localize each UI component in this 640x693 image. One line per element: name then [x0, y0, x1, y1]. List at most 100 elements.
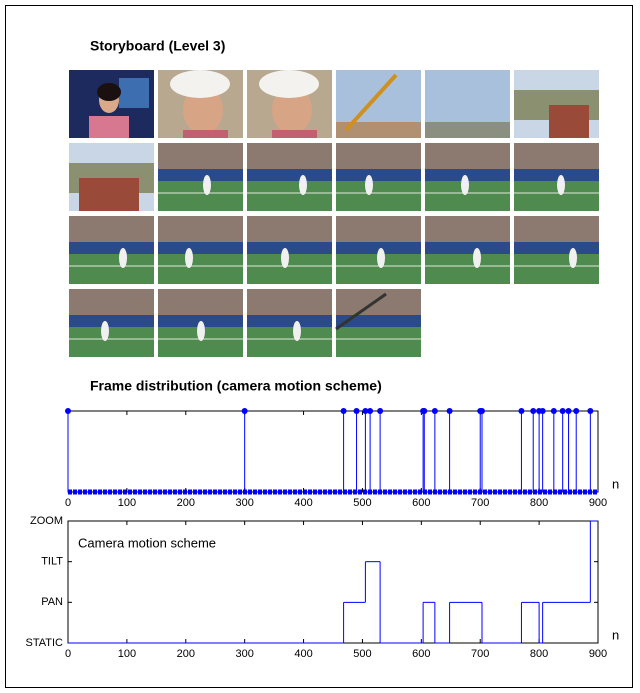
- stem-head: [518, 408, 524, 414]
- banner: [336, 169, 421, 181]
- thumbnail: [425, 216, 510, 284]
- thumbnail: [247, 143, 332, 211]
- chart-title: Frame distribution (camera motion scheme…: [90, 378, 382, 394]
- stem-head: [573, 408, 579, 414]
- crowd: [336, 143, 421, 169]
- stem-head: [479, 408, 485, 414]
- player: [377, 248, 385, 268]
- court: [69, 254, 154, 284]
- stem-head: [560, 408, 566, 414]
- thumbnail: [158, 289, 243, 357]
- thumbnail: [69, 216, 154, 284]
- player: [293, 321, 301, 341]
- player: [299, 175, 307, 195]
- crowd: [158, 143, 243, 169]
- x-tick-label: 800: [530, 648, 548, 660]
- x-tick-label: 600: [412, 648, 430, 660]
- thumbnail: [158, 143, 243, 211]
- stem-head: [540, 408, 546, 414]
- thumbnail: [336, 143, 421, 211]
- y-tick-label: PAN: [41, 596, 63, 608]
- crowd: [336, 216, 421, 242]
- x-tick-label: 600: [412, 497, 430, 509]
- stem-head: [447, 408, 453, 414]
- x-tick-label: 700: [471, 648, 489, 660]
- crowd: [425, 216, 510, 242]
- court: [336, 181, 421, 211]
- court: [158, 254, 243, 284]
- banner: [158, 169, 243, 181]
- thumbnail: [514, 143, 599, 211]
- x-tick-label: 100: [118, 497, 136, 509]
- stem-head: [432, 408, 438, 414]
- court: [247, 181, 332, 211]
- stem-head: [551, 408, 557, 414]
- thumbnail: [247, 289, 332, 357]
- crowd: [247, 289, 332, 315]
- hair: [97, 83, 121, 101]
- x-tick-label: 200: [177, 497, 195, 509]
- banner: [425, 242, 510, 254]
- crowd: [425, 143, 510, 169]
- crowd: [247, 216, 332, 242]
- x-tick-label: 800: [530, 497, 548, 509]
- thumbnail: [336, 289, 421, 357]
- thumbnail: [69, 70, 154, 138]
- crowd: [158, 289, 243, 315]
- x-tick-label: 400: [294, 648, 312, 660]
- player: [461, 175, 469, 195]
- y-tick-label: ZOOM: [30, 515, 63, 527]
- x-tick-label: 200: [177, 648, 195, 660]
- player: [185, 248, 193, 268]
- x-tick-label: 700: [471, 497, 489, 509]
- banner: [247, 242, 332, 254]
- thumbnail: [425, 70, 510, 138]
- crowd: [336, 289, 421, 315]
- x-tick-label: 300: [235, 497, 253, 509]
- banner: [247, 315, 332, 327]
- thumbnail: [69, 289, 154, 357]
- ground: [425, 122, 510, 138]
- shirt: [183, 130, 228, 138]
- x-tick-label: 900: [589, 497, 607, 509]
- thumbnail: [336, 70, 421, 138]
- player: [569, 248, 577, 268]
- thumbnail: [514, 216, 599, 284]
- thumbnail: [158, 70, 243, 138]
- x-tick-label: 400: [294, 497, 312, 509]
- stem-head: [341, 408, 347, 414]
- wall: [79, 178, 139, 211]
- banner: [514, 169, 599, 181]
- banner: [69, 315, 154, 327]
- crowd: [158, 216, 243, 242]
- x-tick-label: 500: [353, 648, 371, 660]
- wall: [549, 105, 589, 138]
- screen: [119, 78, 149, 108]
- x-tick-label: 0: [65, 497, 71, 509]
- court: [247, 254, 332, 284]
- x-tick-label: 500: [353, 497, 371, 509]
- x-tick-label: 100: [118, 648, 136, 660]
- y-tick-label: TILT: [41, 556, 63, 568]
- figure: Storyboard (Level 3) Frame distribution …: [0, 0, 640, 693]
- stem-head: [530, 408, 536, 414]
- player: [557, 175, 565, 195]
- crowd: [247, 143, 332, 169]
- x-tick-label: 0: [65, 648, 71, 660]
- thumbnail: [425, 143, 510, 211]
- player: [473, 248, 481, 268]
- suit: [89, 116, 129, 138]
- banner: [158, 242, 243, 254]
- player: [365, 175, 373, 195]
- player: [101, 321, 109, 341]
- crowd: [69, 216, 154, 242]
- court: [336, 327, 421, 357]
- crowd: [514, 216, 599, 242]
- x-tick-label: 300: [235, 648, 253, 660]
- x-tick-label: 900: [589, 648, 607, 660]
- court: [514, 181, 599, 211]
- stem-head: [242, 408, 248, 414]
- court: [158, 181, 243, 211]
- banner: [247, 169, 332, 181]
- storyboard-title: Storyboard (Level 3): [90, 38, 225, 54]
